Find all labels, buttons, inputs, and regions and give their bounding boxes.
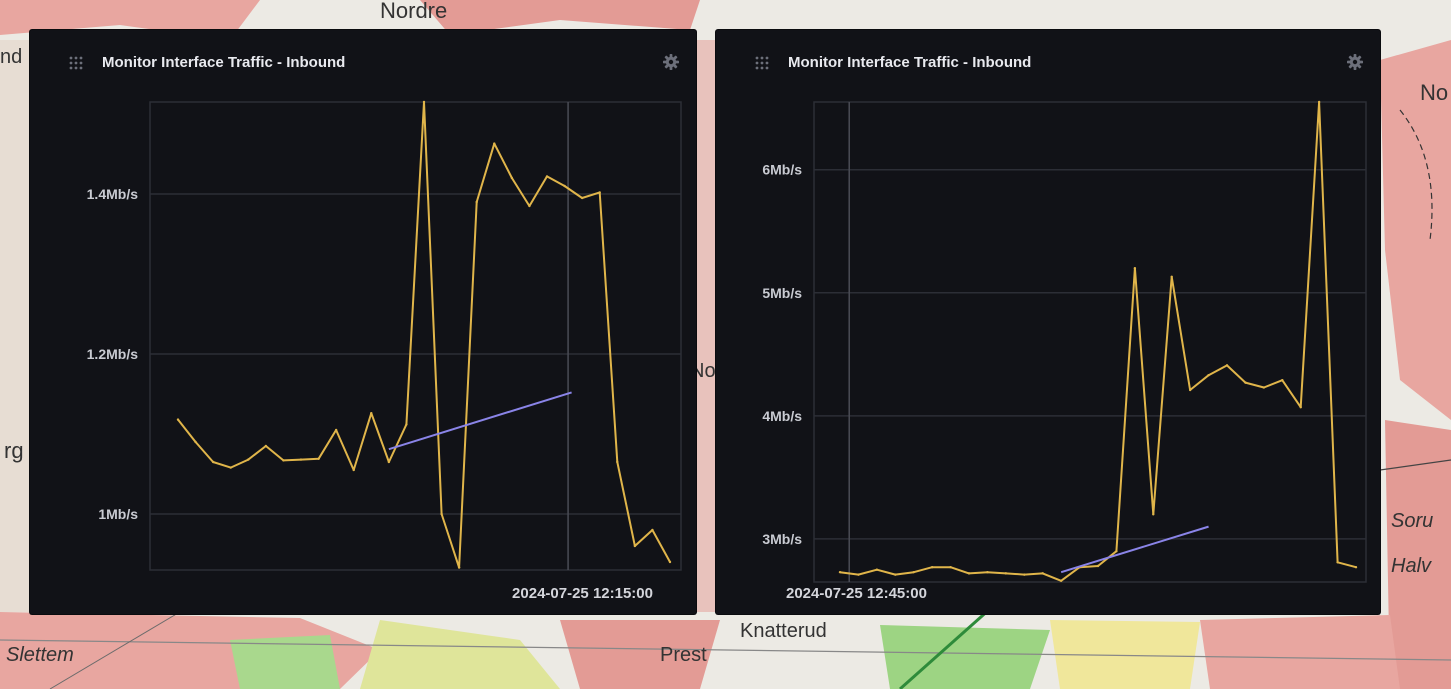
- map-label: Nordre: [380, 0, 448, 23]
- traffic-chart-right: 3Mb/s 4Mb/s 5Mb/s 6Mb/s 2024-07-25 12:45:00: [762, 100, 1367, 602]
- data-point: [1244, 381, 1247, 384]
- data-point: [457, 566, 461, 569]
- panel-header[interactable]: Monitor Interface Traffic - Inbound: [30, 30, 696, 71]
- data-point: [370, 412, 373, 415]
- data-point: [598, 191, 601, 194]
- data-point: [493, 142, 496, 145]
- data-point: [1170, 275, 1173, 278]
- data-point: [545, 175, 549, 178]
- data-point: [247, 458, 250, 461]
- data-point: [317, 457, 320, 460]
- data-point: [1188, 388, 1192, 392]
- series-line: [177, 101, 671, 569]
- data-point: [1354, 566, 1358, 569]
- data-point: [580, 196, 584, 200]
- panel-header[interactable]: Monitor Interface Traffic - Inbound: [716, 30, 1380, 71]
- data-point: [475, 200, 478, 204]
- data-point: [912, 570, 915, 574]
- data-point: [1023, 573, 1026, 576]
- data-point: [1115, 550, 1118, 553]
- data-point: [422, 100, 426, 104]
- cursor-timestamp: 2024-07-25 12:45:00: [786, 585, 927, 602]
- data-point: [352, 468, 355, 472]
- map-label: nd: [0, 46, 23, 68]
- data-point: [1336, 561, 1339, 564]
- data-point: [1004, 572, 1008, 575]
- data-point: [1225, 364, 1229, 367]
- map-label: Soru: [1391, 510, 1434, 532]
- data-point: [930, 566, 934, 569]
- data-point: [229, 466, 232, 469]
- y-tick-label: 5Mb/s: [762, 285, 802, 301]
- drag-handle-icon[interactable]: [754, 55, 770, 71]
- trend-line: [388, 391, 572, 451]
- data-point: [633, 544, 637, 548]
- y-tick-label: 1.4Mb/s: [87, 186, 139, 202]
- data-point: [1059, 579, 1063, 582]
- data-point: [894, 573, 897, 576]
- gear-icon[interactable]: [1346, 53, 1364, 71]
- plot-frame: [813, 101, 1367, 583]
- data-point: [282, 459, 285, 462]
- drag-handle-icon[interactable]: [68, 55, 84, 71]
- y-tick-label: 4Mb/s: [762, 408, 802, 424]
- data-point: [967, 572, 971, 575]
- y-tick-label: 1Mb/s: [98, 506, 138, 522]
- data-point: [1096, 564, 1100, 568]
- data-point: [194, 440, 197, 444]
- gear-icon[interactable]: [662, 53, 680, 71]
- data-point: [986, 570, 989, 574]
- data-point: [1299, 406, 1302, 409]
- data-point: [563, 184, 566, 188]
- plot-frame: [149, 101, 682, 571]
- data-point: [1262, 386, 1266, 389]
- data-point: [1133, 266, 1137, 270]
- data-point: [211, 460, 215, 464]
- map-label: rg: [4, 438, 24, 463]
- data-point: [875, 568, 879, 571]
- chart-panel-left: Monitor Interface Traffic - Inbound 1Mb/…: [30, 30, 696, 614]
- cursor-timestamp: 2024-07-25 12:15:00: [512, 585, 653, 602]
- data-point: [299, 458, 303, 461]
- data-point: [176, 418, 180, 421]
- map-label: Halv: [1391, 555, 1432, 577]
- data-point: [1317, 100, 1321, 104]
- data-point: [1041, 572, 1044, 575]
- data-point: [387, 460, 391, 464]
- data-point: [857, 573, 860, 576]
- data-point: [334, 428, 338, 432]
- data-point: [510, 176, 514, 180]
- y-tick-label: 1.2Mb/s: [87, 346, 139, 362]
- map-label: No: [1420, 80, 1449, 105]
- data-point: [651, 528, 654, 532]
- y-tick-label: 6Mb/s: [762, 162, 802, 178]
- panel-title: Monitor Interface Traffic - Inbound: [102, 54, 346, 71]
- map-label: Knatterud: [740, 620, 827, 642]
- trend-line: [1060, 525, 1209, 574]
- data-point: [264, 444, 268, 448]
- panel-title: Monitor Interface Traffic - Inbound: [788, 54, 1032, 71]
- data-point: [440, 512, 443, 516]
- series-line: [839, 101, 1357, 582]
- data-point: [405, 423, 408, 426]
- data-point: [1207, 374, 1210, 377]
- data-point: [838, 570, 842, 574]
- data-point: [1152, 513, 1155, 516]
- data-point: [616, 460, 619, 464]
- traffic-chart-left: 1Mb/s 1.2Mb/s 1.4Mb/s 2024-07-25 12:15:00: [87, 100, 682, 602]
- data-point: [1281, 378, 1284, 382]
- map-label: Slettem: [6, 644, 74, 666]
- data-point: [528, 204, 531, 208]
- chart-panel-right: Monitor Interface Traffic - Inbound 3Mb/…: [716, 30, 1380, 614]
- data-point: [949, 566, 952, 569]
- map-label: Prest: [660, 644, 707, 666]
- data-point: [668, 560, 672, 564]
- y-tick-label: 3Mb/s: [762, 531, 802, 547]
